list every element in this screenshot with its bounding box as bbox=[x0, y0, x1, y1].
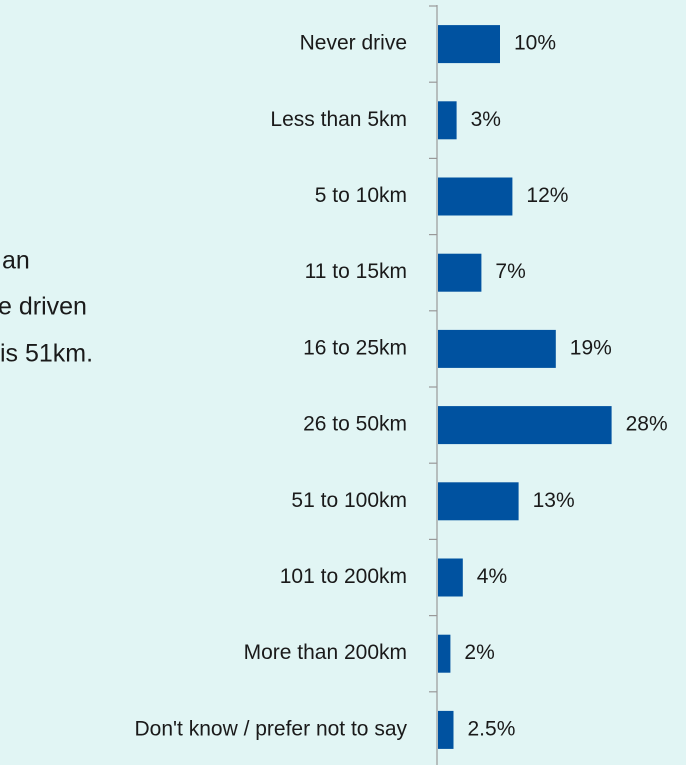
data-label: 7% bbox=[495, 260, 525, 283]
y-tick-label: Don't know / prefer not to say bbox=[135, 717, 408, 740]
y-tick-label: 26 to 50km bbox=[303, 413, 407, 436]
annotation: e driven bbox=[0, 293, 87, 321]
y-tick-label: 16 to 25km bbox=[303, 336, 407, 359]
data-label: 19% bbox=[570, 336, 612, 359]
bar bbox=[438, 329, 556, 368]
bar bbox=[438, 482, 519, 521]
bar bbox=[438, 710, 454, 749]
data-label: 12% bbox=[526, 184, 568, 207]
data-label: 28% bbox=[626, 413, 668, 436]
bar bbox=[438, 253, 482, 292]
y-tick-label: 51 to 100km bbox=[291, 489, 407, 512]
data-label: 4% bbox=[477, 565, 507, 588]
data-label: 3% bbox=[471, 108, 501, 131]
data-label: 10% bbox=[514, 32, 556, 55]
bar bbox=[438, 558, 463, 597]
y-tick-label: 101 to 200km bbox=[280, 565, 407, 588]
y-tick-label: 11 to 15km bbox=[305, 260, 407, 283]
y-tick-label: Never drive bbox=[300, 32, 407, 55]
data-label: 2% bbox=[464, 641, 494, 664]
annotation: is 51km. bbox=[0, 340, 93, 368]
data-label: 2.5% bbox=[468, 717, 516, 740]
bar bbox=[438, 406, 612, 445]
bar bbox=[438, 177, 513, 216]
bar bbox=[438, 634, 451, 673]
y-tick-label: More than 200km bbox=[244, 641, 407, 664]
annotation: an bbox=[2, 247, 30, 275]
data-label: 13% bbox=[533, 489, 575, 512]
bar bbox=[438, 101, 457, 140]
y-tick-label: Less than 5km bbox=[270, 108, 407, 131]
y-tick-label: 5 to 10km bbox=[315, 184, 407, 207]
bar bbox=[438, 25, 500, 64]
